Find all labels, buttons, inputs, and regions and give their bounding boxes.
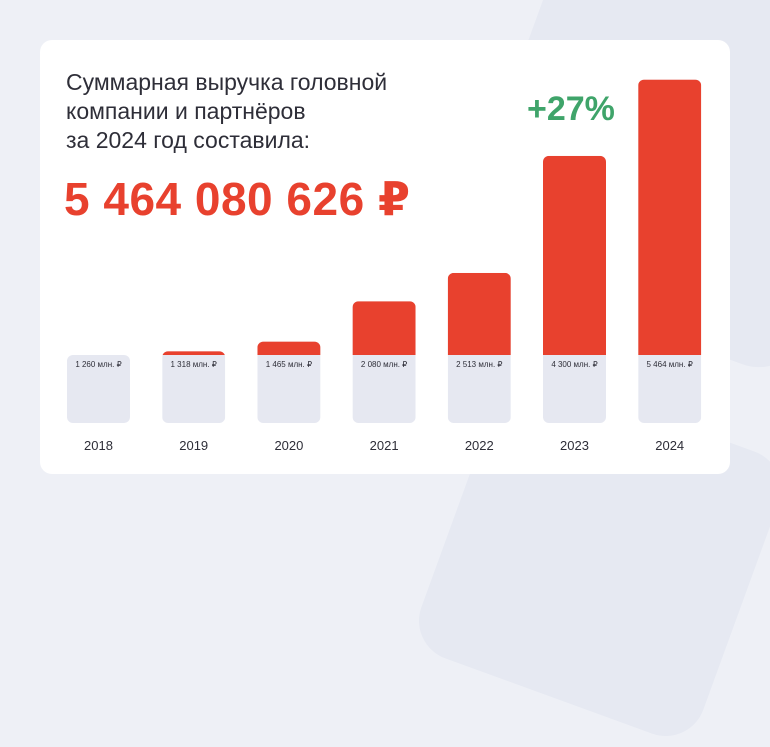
bar-value-label-2023: 4 300 млн. ₽ xyxy=(551,360,597,369)
bar-base-2020 xyxy=(257,341,321,423)
x-tick-label-2018: 2018 xyxy=(84,438,113,453)
x-tick-label-2023: 2023 xyxy=(560,438,589,453)
bar-growth-2021 xyxy=(352,301,416,355)
bar-value-label-2019: 1 318 млн. ₽ xyxy=(171,360,217,369)
x-tick-label-2021: 2021 xyxy=(370,438,399,453)
bar-value-label-2024: 5 464 млн. ₽ xyxy=(647,360,693,369)
bar-2021 xyxy=(352,301,416,423)
bar-value-label-2020: 1 465 млн. ₽ xyxy=(266,360,312,369)
x-tick-label-2022: 2022 xyxy=(465,438,494,453)
headline-line-1: Суммарная выручка головной xyxy=(66,69,388,95)
bar-growth-2019 xyxy=(162,351,226,355)
headline-line-2: компании и партнёров xyxy=(66,98,306,124)
bar-2023 xyxy=(543,155,606,423)
revenue-card: Суммарная выручка головной компании и па… xyxy=(40,40,730,474)
bar-2022 xyxy=(447,272,511,423)
total-revenue: 5 464 080 626 ₽ xyxy=(64,173,411,225)
bar-2019 xyxy=(162,351,226,423)
x-tick-label-2024: 2024 xyxy=(655,438,684,453)
bar-value-label-2022: 2 513 млн. ₽ xyxy=(456,360,502,369)
bar-growth-2023 xyxy=(543,155,606,355)
bar-growth-2022 xyxy=(447,272,511,355)
bar-2018 xyxy=(67,355,130,423)
revenue-bar-chart: 1 260 млн. ₽ 2018 1 318 млн. ₽ 2019 1 465 мл… xyxy=(67,79,702,453)
growth-annotation: +27% xyxy=(527,90,615,128)
x-tick-label-2019: 2019 xyxy=(179,438,208,453)
bar-growth-2020 xyxy=(257,341,321,355)
bar-2024 xyxy=(638,79,702,423)
x-tick-label-2020: 2020 xyxy=(274,438,303,453)
bar-value-label-2021: 2 080 млн. ₽ xyxy=(361,360,407,369)
bar-base-2018 xyxy=(67,355,130,423)
headline: Суммарная выручка головной компании и па… xyxy=(66,68,486,155)
bar-2020 xyxy=(257,341,321,423)
headline-line-3: за 2024 год составила: xyxy=(66,127,311,153)
bar-value-label-2018: 1 260 млн. ₽ xyxy=(75,360,121,369)
bar-growth-2024 xyxy=(638,79,702,355)
bar-base-2019 xyxy=(162,351,226,423)
